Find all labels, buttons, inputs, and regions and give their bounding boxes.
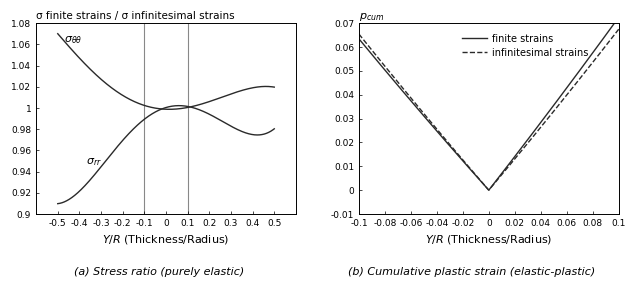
finite strains: [534, 125, 541, 128]
infinitesimal strains: [534, 129, 541, 133]
finite strains: [460, 160, 468, 164]
finite strains: [558, 93, 566, 96]
X-axis label: $Y/R$ (Thickness/Radius): $Y/R$ (Thickness/Radius): [425, 233, 552, 246]
Text: $p_{cum}$: $p_{cum}$: [359, 11, 384, 23]
X-axis label: $Y/R$ (Thickness/Radius): $Y/R$ (Thickness/Radius): [103, 233, 230, 246]
finite strains: [355, 37, 362, 40]
Text: $\sigma_{rr}$: $\sigma_{rr}$: [86, 156, 102, 168]
finite strains: [469, 171, 477, 174]
infinitesimal strains: [355, 32, 362, 36]
Text: (b) Cumulative plastic strain (elastic-plastic): (b) Cumulative plastic strain (elastic-p…: [348, 267, 595, 276]
finite strains: [562, 87, 570, 90]
Text: σ finite strains / σ infinitesimal strains: σ finite strains / σ infinitesimal strai…: [36, 11, 234, 21]
infinitesimal strains: [485, 188, 492, 192]
infinitesimal strains: [382, 65, 389, 68]
infinitesimal strains: [615, 27, 622, 31]
Text: $\sigma_{\theta\theta}$: $\sigma_{\theta\theta}$: [64, 34, 83, 46]
infinitesimal strains: [469, 170, 477, 174]
finite strains: [615, 16, 622, 19]
Line: finite strains: finite strains: [359, 17, 619, 190]
Text: (a) Stress ratio (purely elastic): (a) Stress ratio (purely elastic): [74, 267, 245, 276]
infinitesimal strains: [558, 100, 566, 103]
Line: infinitesimal strains: infinitesimal strains: [359, 29, 619, 190]
infinitesimal strains: [562, 94, 570, 97]
infinitesimal strains: [460, 160, 468, 163]
Legend: finite strains, infinitesimal strains: finite strains, infinitesimal strains: [462, 34, 588, 58]
finite strains: [485, 188, 492, 192]
finite strains: [382, 69, 389, 72]
